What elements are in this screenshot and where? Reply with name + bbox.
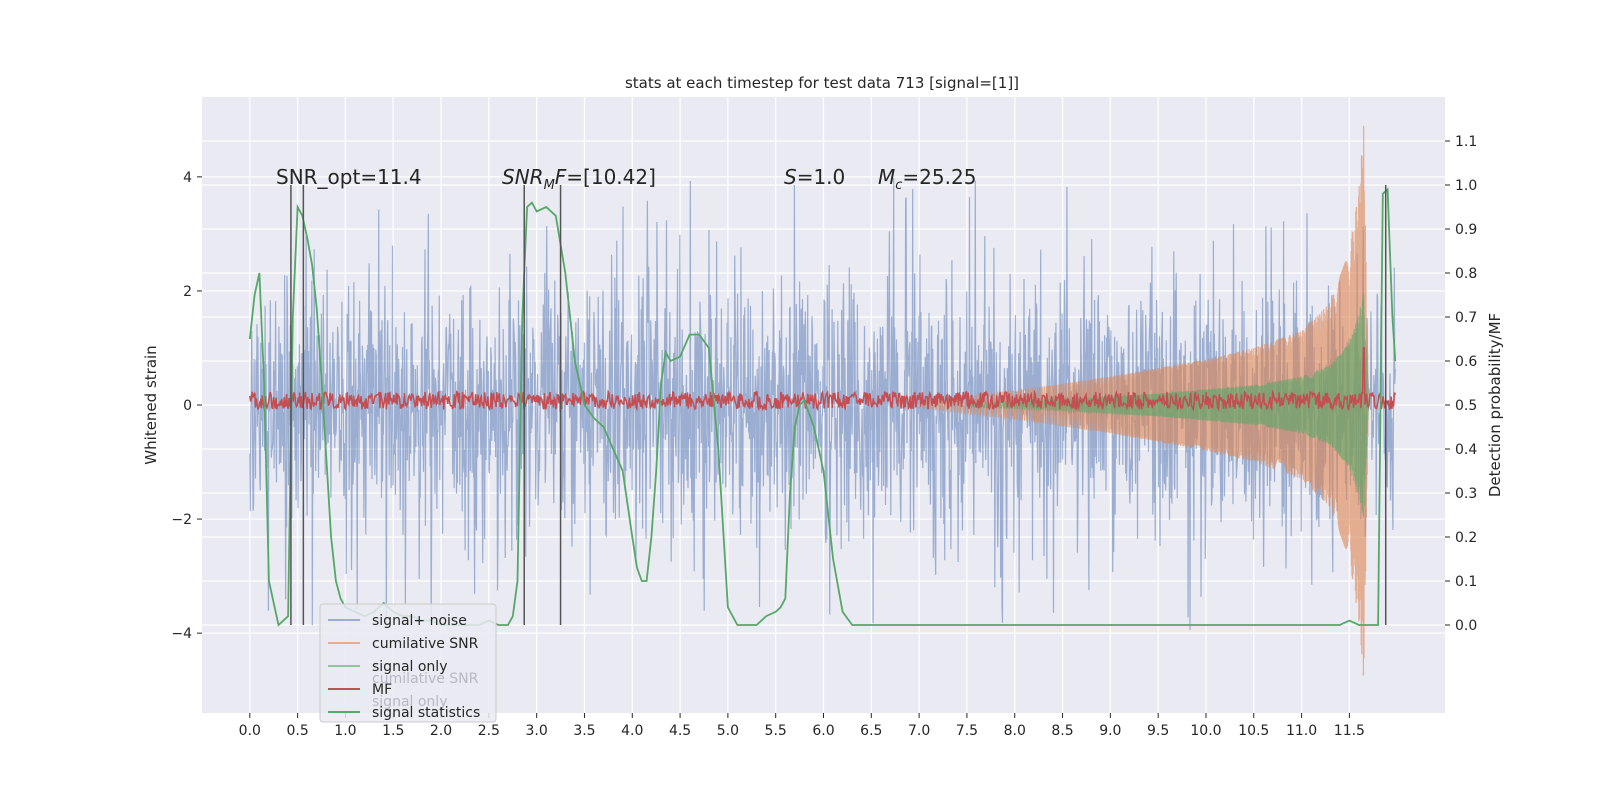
y-right-tick-label: 0.1 [1455,574,1477,590]
annotation-snr-mf: SNRMF=[10.42] [502,165,656,193]
y-left-tick-label: 2 [183,284,192,300]
annotation-mc-value: =25.25 [902,165,976,189]
x-tick-label: 4.5 [669,723,691,739]
y-left-tick-label: −4 [171,626,192,642]
y-right-tick-label: 1.0 [1455,178,1477,194]
annotation-s-value: =1.0 [797,165,846,189]
annotation-snr-mf-subscript: M [544,178,555,193]
annotation-mc-symbol: M [878,165,895,189]
y-axis-left-label: Whitened strain [142,345,160,464]
x-tick-label: 0.5 [286,723,308,739]
y-right-tick-label: 0.7 [1455,310,1477,326]
series-mf [249,347,1397,412]
y-left-tick-label: −2 [171,512,192,528]
x-tick-label: 6.0 [812,723,834,739]
y-right-tick-label: 0.3 [1455,486,1477,502]
y-right-tick-label: 0.8 [1455,266,1477,282]
x-tick-label: 0.0 [239,723,261,739]
x-tick-label: 11.5 [1334,723,1365,739]
annotations: SNR_opt=11.4 SNRMF=[10.42] S=1.0 Mc=25.2… [276,165,976,193]
x-tick-label: 4.0 [621,723,643,739]
y-right-tick-label: 0.6 [1455,354,1477,370]
x-tick-label: 1.0 [334,723,356,739]
series-layer [248,125,1397,676]
legend-ghost-label: cumilative SNR [372,671,479,687]
x-tick-label: 7.5 [956,723,978,739]
annotation-snr-mf-symbol: SNR [502,165,544,189]
annotation-mc-subscript: c [895,178,902,193]
annotation-snr-mf-suffix: F [555,165,567,189]
x-tick-label: 8.5 [1051,723,1073,739]
y-left-tick-label: 4 [183,170,192,186]
y-right-tick-label: 1.1 [1455,134,1477,150]
series-signal-plus-noise [249,178,1396,631]
x-tick-label: 6.5 [860,723,882,739]
x-tick-label: 3.0 [526,723,548,739]
y-right-tick-label: 0.5 [1455,398,1477,414]
legend-label: MF [372,682,392,698]
annotation-snr-mf-value: =[10.42] [566,165,656,189]
x-tick-label: 10.5 [1238,723,1269,739]
x-tick-label: 9.0 [1099,723,1121,739]
x-tick-label: 11.0 [1286,723,1317,739]
x-tick-label: 2.5 [478,723,500,739]
x-tick-label: 5.0 [717,723,739,739]
series-signal-statistics [248,187,1397,627]
y-right-tick-label: 0.9 [1455,222,1477,238]
x-tick-label: 2.0 [430,723,452,739]
x-tick-label: 5.5 [765,723,787,739]
legend-ghost-label: signal only [372,694,447,710]
x-tick-label: 3.5 [573,723,595,739]
x-tick-label: 8.0 [1004,723,1026,739]
legend-label: signal+ noise [372,613,467,629]
x-tick-label: 9.5 [1147,723,1169,739]
legend-label: signal only [372,659,447,675]
y-axis-right-label: Detection probability/MF [1486,313,1504,497]
x-tick-label: 7.0 [908,723,930,739]
annotation-s: S=1.0 [784,165,845,189]
vertical-markers [290,185,1387,625]
y-right-tick-label: 0.4 [1455,442,1477,458]
x-tick-label: 1.5 [382,723,404,739]
x-tick-label: 10.0 [1190,723,1221,739]
y-right-tick-label: 0.0 [1455,618,1477,634]
y-right-tick-label: 0.2 [1455,530,1477,546]
annotation-s-symbol: S [784,165,797,189]
axis-ticks: 0.0 0.5 1.0 1.5 2.0 2.5 3.0 3.5 4.0 4.5 5.0 5.5 6.0 6… [171,134,1477,739]
legend-box [319,603,497,723]
y-left-tick-label: 0 [183,398,192,414]
chart-title: stats at each timestep for test data 713… [625,74,1019,92]
annotation-mc: Mc=25.25 [878,165,976,193]
legend-label: cumilative SNR [372,636,479,652]
legend-label: signal statistics [372,705,480,721]
annotation-snr-opt: SNR_opt=11.4 [276,165,422,189]
